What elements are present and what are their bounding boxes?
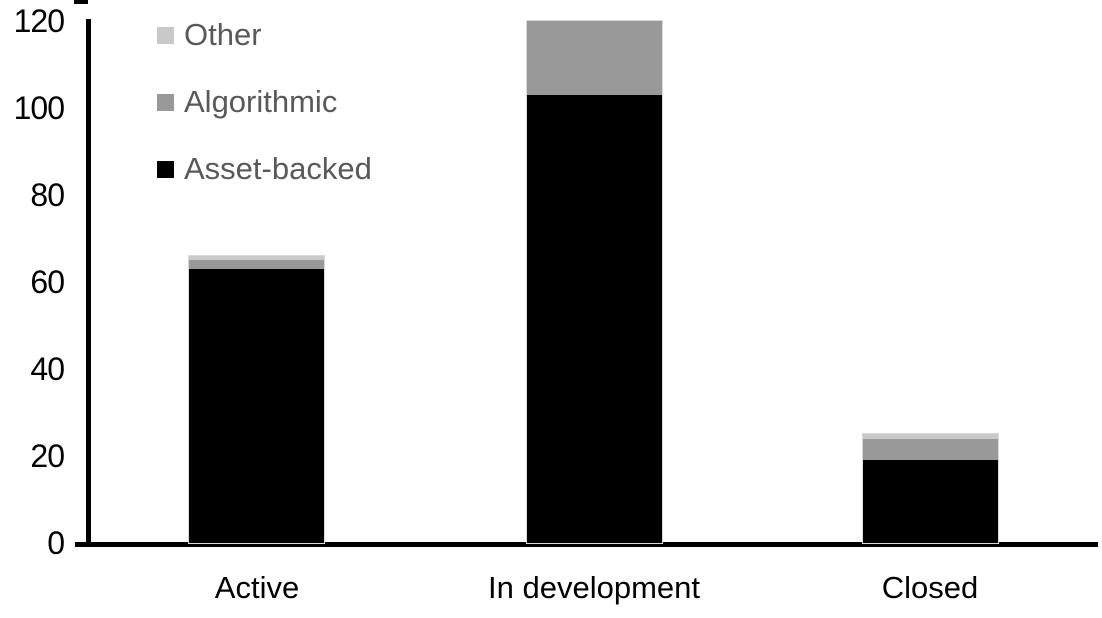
y-tick-label-120: 120 [13,3,65,39]
legend-item-asset-backed: Asset-backed [157,151,372,187]
bar-active-algorithmic-segment [189,260,324,269]
x-category-label-active: Active [214,570,300,605]
y-tick-label-20: 20 [30,438,65,474]
bar-closed [863,434,998,543]
x-category-label-closed: Closed [881,570,979,605]
legend-swatch-asset-backed [157,160,174,178]
y-tick-mark [74,0,88,4]
legend-label-other: Other [184,17,262,52]
bar-in-development-algorithmic-segment [527,21,662,95]
legend-item-algorithmic: Algorithmic [157,84,337,120]
bar-closed-algorithmic-segment [863,438,998,461]
y-tick-label-80: 80 [30,177,65,213]
y-tick-label-40: 40 [30,351,65,387]
x-axis-line [75,542,1098,547]
y-tick-label-0: 0 [47,525,65,561]
legend-swatch-other [157,26,174,44]
legend-item-other: Other [157,17,262,53]
y-tick-label-100: 100 [13,90,65,126]
bar-active-asset-backed-segment [189,268,324,543]
bar-closed-other-segment [863,434,998,439]
bar-active [189,255,324,543]
legend-label-asset-backed: Asset-backed [184,151,372,186]
bar-in-development [527,21,662,543]
legend-label-algorithmic: Algorithmic [184,84,338,119]
y-axis-line [86,19,91,547]
x-category-label-in-development: In development [488,570,700,605]
bar-active-other-segment [189,255,324,261]
bar-closed-asset-backed-segment [863,460,998,543]
bar-in-development-asset-backed-segment [527,94,662,543]
legend-swatch-algorithmic [157,93,174,111]
y-tick-label-60: 60 [30,264,65,300]
